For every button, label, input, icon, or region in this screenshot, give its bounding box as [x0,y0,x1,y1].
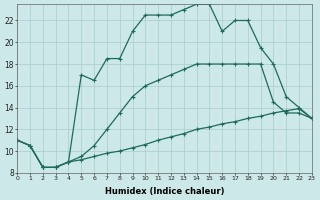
X-axis label: Humidex (Indice chaleur): Humidex (Indice chaleur) [105,187,224,196]
